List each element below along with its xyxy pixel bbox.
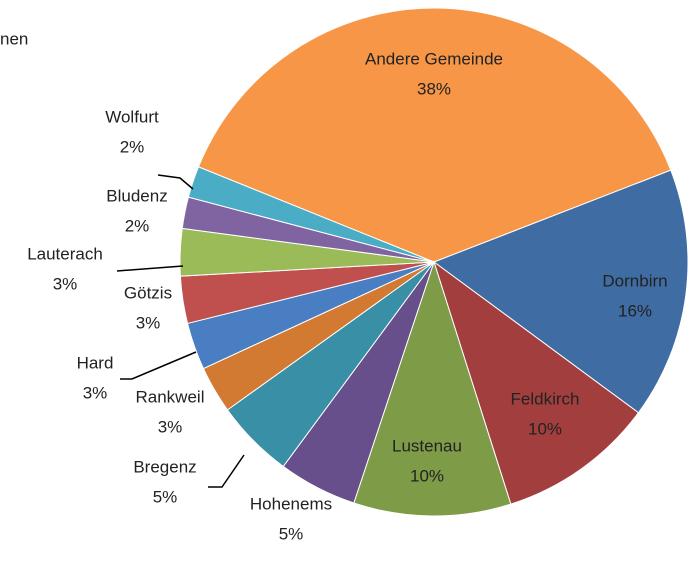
leader-line — [120, 351, 197, 380]
slice-label: Götzis — [124, 283, 172, 302]
slice-value-label: 10% — [528, 419, 562, 438]
pie-slice — [197, 7, 672, 263]
slice-value-label: 38% — [417, 79, 451, 98]
slice-label: Dornbirn — [602, 271, 667, 290]
slice-label: Wolfurt — [105, 107, 159, 126]
slice-value-label: 16% — [618, 301, 652, 320]
slice-value-label: 3% — [53, 274, 78, 293]
slice-label: Andere Gemeinde — [365, 49, 503, 68]
leader-line — [116, 265, 184, 272]
slice-label: Lustenau — [392, 436, 462, 455]
chart-title: nen — [0, 29, 28, 48]
pie-slice — [187, 166, 435, 263]
slice-label: Rankweil — [136, 387, 205, 406]
leader-line — [208, 454, 245, 488]
slice-label: Hard — [77, 353, 114, 372]
slice-value-label: 5% — [153, 487, 178, 506]
slice-value-label: 5% — [279, 524, 304, 543]
pie-slice — [433, 260, 640, 505]
slice-label: Feldkirch — [511, 389, 580, 408]
slice-label: Bregenz — [133, 457, 196, 476]
slice-label: Hohenems — [250, 494, 332, 513]
slice-label: Lauterach — [27, 244, 103, 263]
slice-value-label: 3% — [136, 313, 161, 332]
pie-slice — [353, 260, 512, 517]
slice-value-label: 2% — [125, 216, 150, 235]
slice-label: Bludenz — [106, 186, 167, 205]
pie-slice — [432, 169, 688, 414]
slice-value-label: 10% — [410, 466, 444, 485]
leader-line — [157, 174, 194, 190]
slice-value-label: 3% — [83, 383, 108, 402]
slice-value-label: 3% — [158, 417, 183, 436]
slice-value-label: 2% — [120, 137, 145, 156]
